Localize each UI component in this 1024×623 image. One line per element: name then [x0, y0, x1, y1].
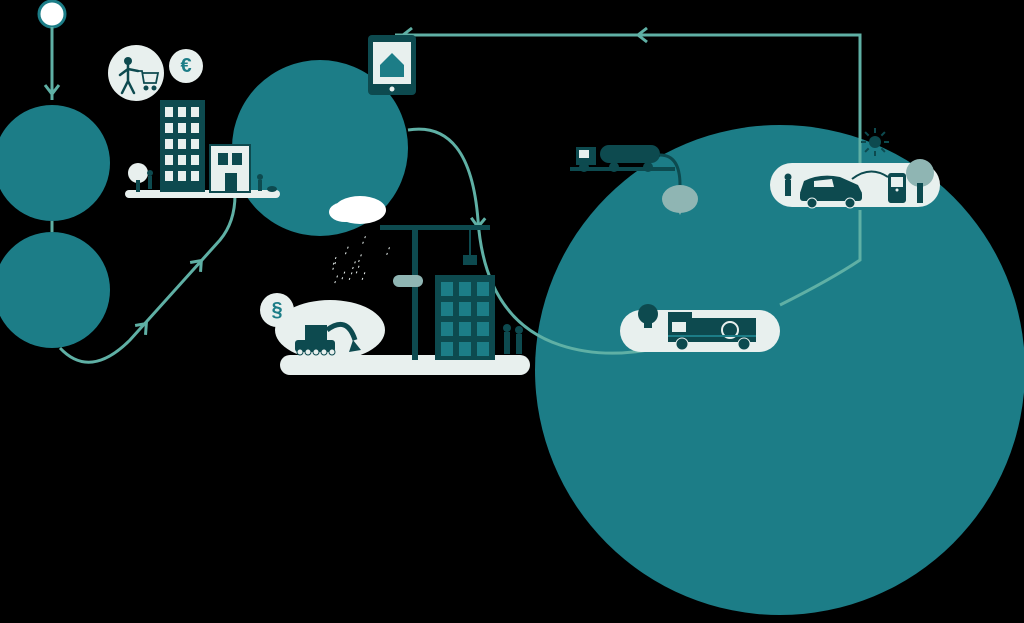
tablet-scene [368, 35, 416, 95]
euro-badge-symbol: € [180, 55, 191, 77]
start-node [39, 1, 65, 27]
node-b [0, 232, 110, 348]
node-a [0, 105, 110, 221]
firetruck-scene [620, 304, 780, 352]
diagram-canvas: €§ [0, 0, 1024, 623]
section-badge-symbol: § [271, 299, 282, 321]
shopping-scene [108, 45, 164, 101]
